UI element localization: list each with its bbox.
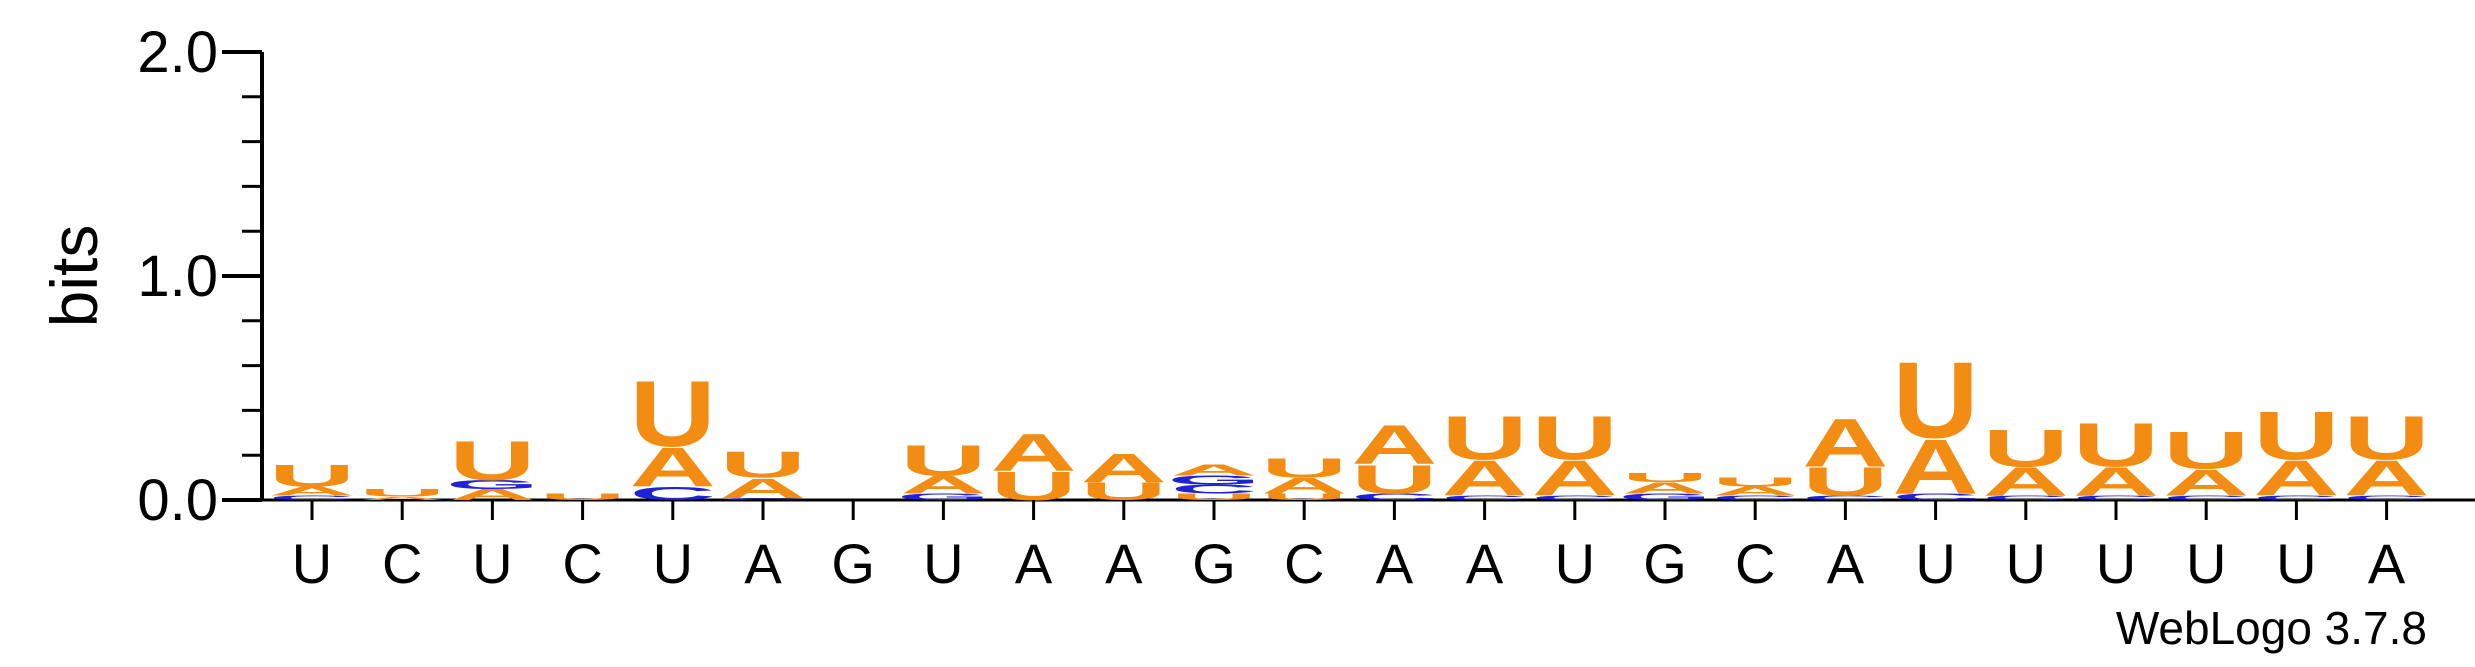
position-label: C: [1284, 532, 1324, 595]
logo-letter-c: C: [269, 494, 355, 501]
y-tick-label: 2.0: [137, 20, 218, 85]
position-label: U: [653, 532, 693, 595]
logo-letter-u: U: [720, 444, 806, 486]
logo-letter-a: A: [990, 423, 1076, 483]
position-label: U: [2006, 532, 2046, 595]
logo-letter-a: A: [359, 496, 445, 501]
logo-letter-u: U: [1441, 404, 1527, 473]
position-label: G: [1192, 532, 1236, 595]
logo-letter-a: A: [900, 471, 986, 499]
logo-letter-u: U: [630, 362, 716, 466]
logo-letter-a: A: [1892, 424, 1978, 510]
position-label: A: [1827, 532, 1865, 595]
position-label: C: [1735, 532, 1775, 595]
logo-letter-g: G: [1619, 492, 1712, 502]
logo-letter-a: A: [1441, 451, 1527, 506]
logo-letter-a: A: [1983, 459, 2069, 504]
logo-letter-u: U: [2343, 404, 2429, 473]
position-label: A: [1466, 532, 1504, 595]
position-label: U: [2186, 532, 2226, 595]
logo-letter-u: U: [1261, 452, 1347, 483]
logo-letter-g: G: [897, 492, 990, 502]
logo-letter-c: C: [1441, 494, 1527, 501]
logo-letter-c: C: [1802, 494, 1888, 501]
position-label: U: [1915, 532, 1955, 595]
logo-letter-u: U: [2163, 421, 2249, 481]
logo-letter-u: U: [1622, 471, 1708, 485]
y-tick-label: 1.0: [137, 244, 218, 309]
position-label: C: [382, 532, 422, 595]
logo-letter-a: A: [449, 486, 535, 503]
logo-letter-u: U: [900, 437, 986, 485]
position-label: A: [744, 532, 782, 595]
logo-letter-c: C: [1712, 494, 1798, 501]
logo-letter-a: A: [1622, 479, 1708, 496]
logo-letter-a: A: [2253, 451, 2339, 506]
logo-letter-c: C: [2253, 494, 2339, 501]
y-axis-label: bits: [37, 225, 111, 328]
logo-letter-a: A: [2343, 451, 2429, 506]
logo-letter-a: A: [1712, 484, 1798, 498]
logo-letter-u: U: [1983, 418, 2069, 478]
logo-letter-c: C: [1351, 492, 1437, 502]
logo-letter-c: C: [720, 497, 806, 500]
logo-letter-a: A: [2163, 462, 2249, 504]
position-label: C: [562, 532, 602, 595]
logo-letter-c: C: [1892, 492, 1978, 502]
logo-letter-u: U: [269, 459, 355, 494]
logo-letter-a: A: [1261, 474, 1347, 498]
logo-letter-a: A: [1802, 405, 1888, 482]
logo-letter-a: A: [630, 436, 716, 498]
logo-letter-g: G: [1168, 473, 1261, 487]
logo-letter-a: A: [1081, 445, 1167, 490]
logo-letter-u: U: [359, 487, 445, 499]
position-label: U: [2276, 532, 2316, 595]
logo-letter-a: A: [2073, 459, 2159, 504]
logo-letter-g: G: [446, 478, 539, 492]
logo-letter-c: C: [2163, 494, 2249, 501]
logo-letter-a: A: [269, 484, 355, 498]
logo-letter-u: U: [539, 492, 625, 502]
logo-letter-c: C: [1983, 494, 2069, 501]
logo-letter-c: C: [630, 483, 716, 504]
position-label: A: [2368, 532, 2406, 595]
position-label: A: [1105, 532, 1143, 595]
position-label: U: [923, 532, 963, 595]
position-label: A: [1015, 532, 1053, 595]
logo-letter-u: U: [1532, 404, 1618, 473]
logo-letter-u: U: [1261, 492, 1347, 502]
weblogo-credit: WebLogo 3.7.8: [2115, 602, 2427, 654]
logo-letter-u: U: [449, 429, 535, 491]
logo-letter-c: C: [1171, 482, 1257, 496]
position-label: U: [292, 532, 332, 595]
position-label: G: [1643, 532, 1687, 595]
logo-letter-a: A: [1351, 414, 1437, 476]
logo-letter-a: A: [720, 473, 806, 504]
logo-letter-c: C: [1532, 494, 1618, 501]
logo-letter-u: U: [1892, 340, 1978, 461]
logo-letter-u: U: [1351, 457, 1437, 502]
position-label: U: [472, 532, 512, 595]
position-label: U: [1555, 532, 1595, 595]
logo-letter-u: U: [1802, 459, 1888, 504]
logo-letter-c: C: [2073, 494, 2159, 501]
logo-letter-u: U: [2253, 398, 2339, 475]
position-label: A: [1376, 532, 1414, 595]
logo-letter-u: U: [2073, 411, 2159, 480]
logo-letter-u: U: [1171, 492, 1257, 502]
logo-letter-a: A: [1532, 451, 1618, 506]
position-label: G: [831, 532, 875, 595]
position-label: U: [2096, 532, 2136, 595]
logo-letter-c: C: [2343, 494, 2429, 501]
y-tick-label: 0.0: [137, 468, 218, 533]
logo-letter-u: U: [1712, 475, 1798, 489]
logo-letter-a: A: [1171, 461, 1257, 478]
logo-axes: 0.0 1.0 2.0 bits: [37, 20, 2475, 533]
